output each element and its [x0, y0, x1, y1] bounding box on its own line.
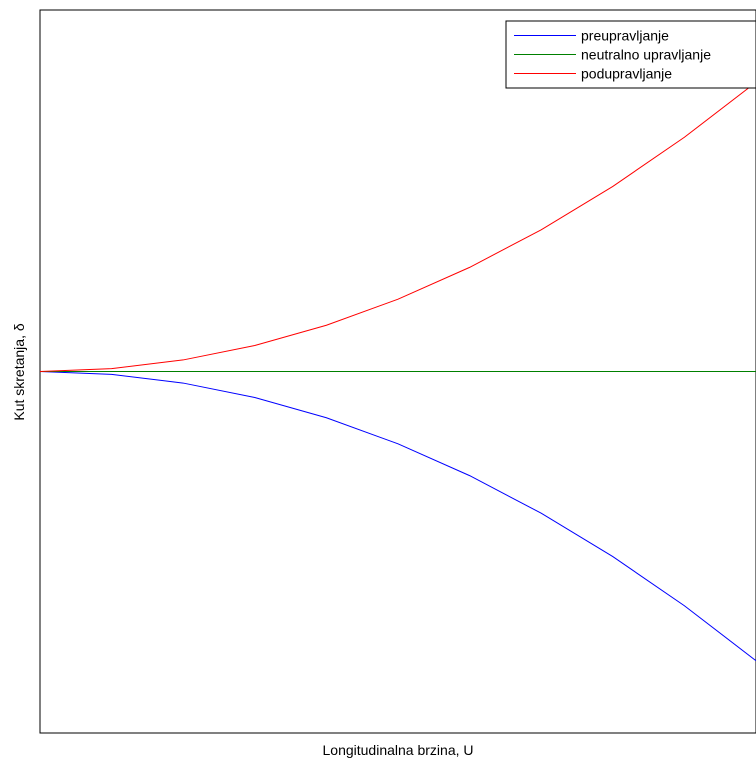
- legend-label-3: podupravljanje: [581, 66, 672, 82]
- legend-box: [505, 20, 756, 89]
- series-line-1: [39, 371, 756, 662]
- series-layer: [39, 81, 756, 662]
- legend: preupravljanje neutralno upravljanje podup…: [505, 20, 756, 89]
- legend-label-1: preupravljanje: [581, 28, 669, 44]
- x-axis-label: Longitudinalna brzina, U: [323, 742, 474, 758]
- series-line-3: [39, 81, 756, 372]
- legend-label-2: neutralno upravljanje: [581, 47, 711, 63]
- y-axis-label: Kut skretanja, δ: [11, 323, 27, 420]
